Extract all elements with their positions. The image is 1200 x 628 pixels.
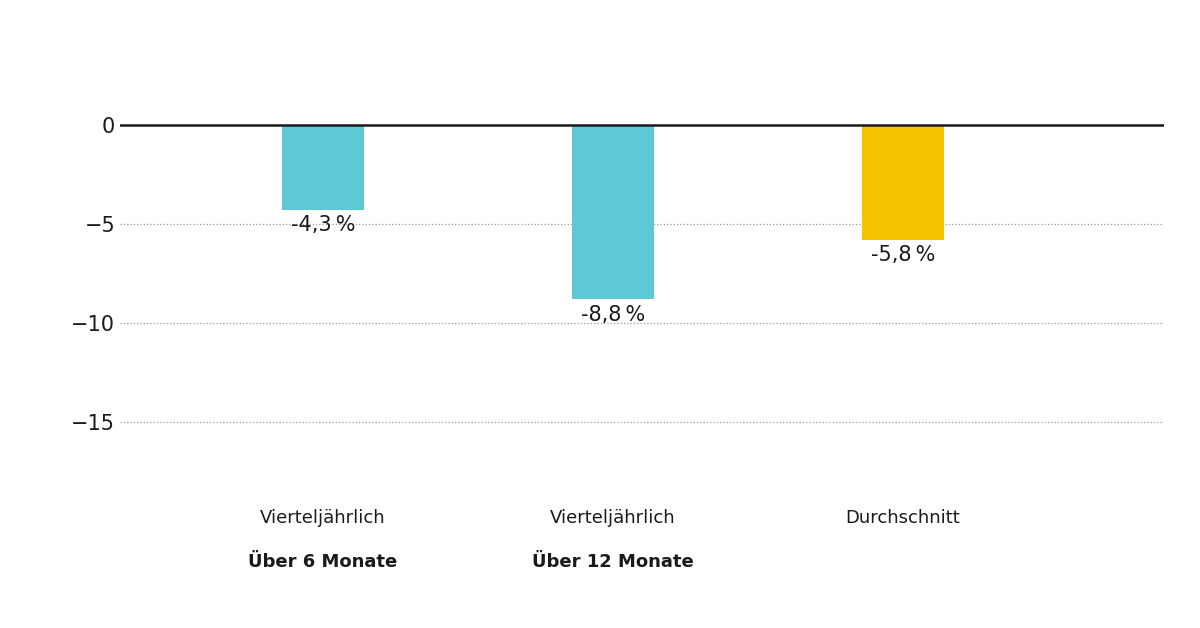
Bar bbox=[282, 125, 364, 210]
Bar bbox=[572, 125, 654, 300]
Text: Über 12 Monate: Über 12 Monate bbox=[532, 553, 694, 571]
Bar bbox=[863, 125, 943, 240]
Text: Vierteljährlich: Vierteljährlich bbox=[550, 509, 676, 527]
Text: -8,8 %: -8,8 % bbox=[581, 305, 646, 325]
Text: Durchschnitt: Durchschnitt bbox=[846, 509, 960, 527]
Text: Über 6 Monate: Über 6 Monate bbox=[248, 553, 397, 571]
Text: -5,8 %: -5,8 % bbox=[871, 245, 935, 265]
Text: -4,3 %: -4,3 % bbox=[290, 215, 355, 235]
Text: Vierteljährlich: Vierteljährlich bbox=[260, 509, 386, 527]
